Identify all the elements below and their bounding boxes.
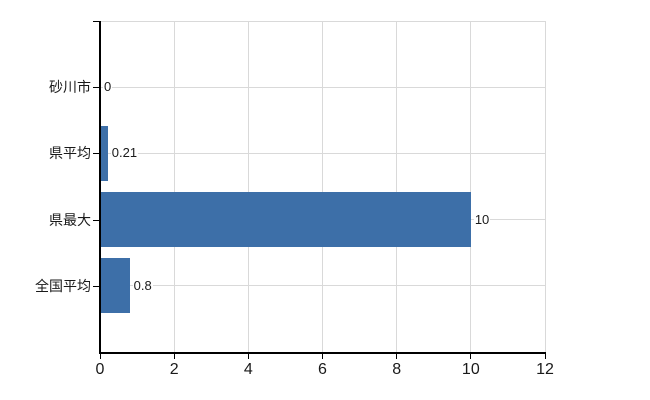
y-tick: [93, 87, 100, 88]
bar: [100, 192, 471, 248]
bar: [100, 125, 108, 181]
y-tick: [93, 286, 100, 287]
x-tick-label: 4: [243, 361, 253, 378]
v-gridline: [396, 21, 398, 352]
value-label: 0: [103, 79, 113, 96]
category-label: 県最大: [49, 211, 91, 228]
bar: [100, 258, 130, 314]
y-tick: [93, 21, 100, 22]
h-gridline: [100, 86, 545, 88]
x-tick-label: 12: [536, 361, 554, 378]
category-label: 砂川市: [49, 79, 91, 96]
h-gridline: [100, 152, 545, 154]
x-tick: [322, 354, 323, 359]
v-gridline: [173, 21, 175, 352]
y-tick: [93, 153, 100, 154]
category-label: 全国平均: [35, 277, 91, 294]
v-gridline: [322, 21, 323, 352]
y-axis: [99, 21, 101, 354]
plot-border-top: [100, 21, 545, 22]
value-label: 0.8: [132, 277, 153, 294]
x-tick: [99, 354, 101, 359]
x-tick-label: 8: [392, 361, 402, 378]
x-tick: [396, 354, 398, 359]
h-gridline: [100, 285, 545, 287]
x-tick-label: 10: [461, 361, 480, 378]
x-axis: [99, 352, 546, 354]
x-tick: [173, 354, 175, 359]
category-label: 県平均: [49, 145, 91, 162]
x-tick: [247, 354, 249, 359]
v-gridline: [470, 21, 472, 352]
value-label: 0.21: [110, 145, 139, 162]
x-tick: [544, 354, 546, 359]
value-label: 10: [473, 211, 491, 228]
x-tick: [470, 354, 472, 359]
x-tick-label: 2: [169, 361, 179, 378]
v-gridline: [544, 21, 546, 352]
y-tick: [93, 220, 100, 221]
x-tick-label: 6: [318, 361, 327, 378]
x-tick-label: 0: [95, 361, 105, 378]
v-gridline: [247, 21, 249, 352]
